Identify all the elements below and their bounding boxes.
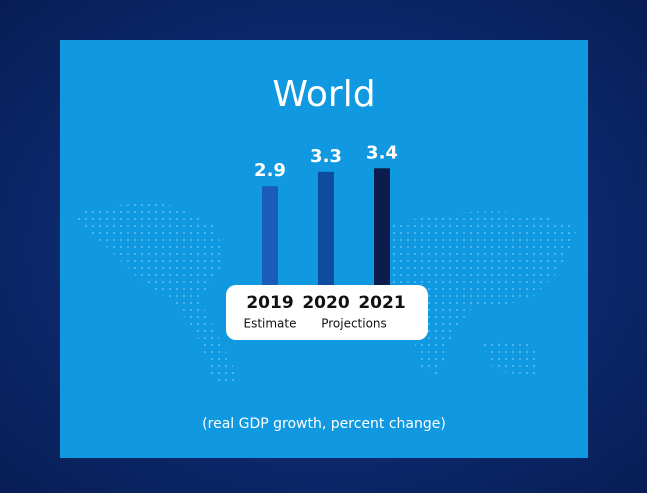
value-label: 2.9 [254,160,286,181]
footnote: (real GDP growth, percent change) [202,416,446,432]
category-note: Estimate [243,317,296,331]
chart-title: World [272,74,375,115]
category-label: 2021 [358,293,405,313]
category-label: 2019 [246,293,293,313]
category-note: Projections [321,317,387,331]
world-map [72,203,578,385]
bar [262,186,278,290]
label-box [226,285,428,340]
bar [374,168,390,290]
bar [318,171,334,290]
value-label: 3.4 [366,142,398,163]
value-label: 3.3 [310,146,342,167]
category-label: 2020 [302,293,349,313]
